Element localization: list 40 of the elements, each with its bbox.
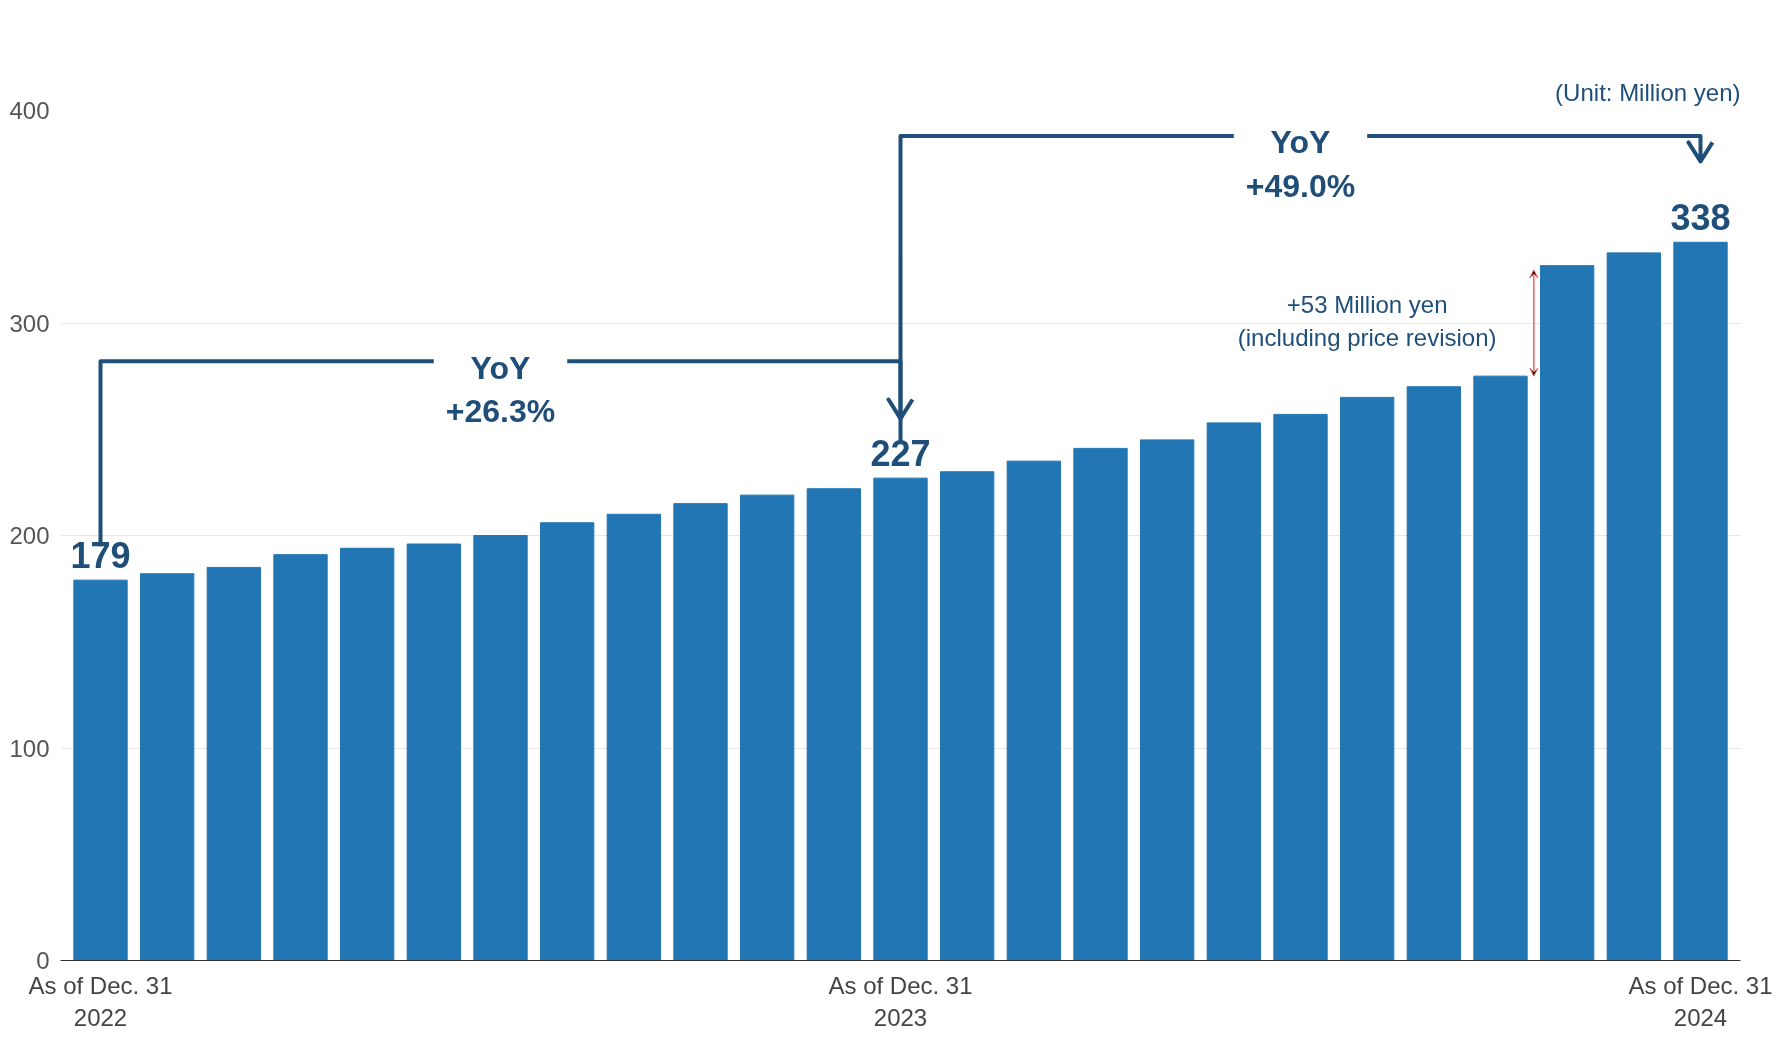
bar	[1340, 396, 1395, 961]
bar	[1406, 386, 1461, 961]
bar	[606, 513, 661, 961]
bar	[1206, 422, 1261, 961]
x-tick-label: As of Dec. 31 2023	[828, 971, 973, 1031]
text: (Unit: Million yen)	[1555, 78, 1741, 106]
bar	[1540, 265, 1595, 961]
x-tick-label: As of Dec. 31 2024	[1628, 971, 1773, 1031]
data-label: 179	[70, 535, 131, 577]
annotation: +53 Million yen (including price revision)	[1237, 291, 1497, 351]
bar	[1073, 447, 1128, 961]
bar	[940, 471, 995, 961]
y-tick-label: 0	[36, 947, 50, 974]
bar	[73, 579, 128, 961]
bar	[1673, 241, 1728, 961]
bar	[140, 573, 195, 961]
bar	[340, 547, 395, 961]
bar	[273, 554, 328, 961]
bar	[540, 522, 595, 961]
bar	[1273, 413, 1328, 961]
data-label: 338	[1670, 197, 1731, 239]
bar	[406, 543, 461, 961]
annotation: YoY +26.3%	[445, 349, 556, 429]
x-tick-label: As of Dec. 31 2022	[28, 971, 173, 1031]
bar	[1006, 460, 1061, 961]
y-tick-label: 400	[9, 97, 50, 124]
y-tick-label: 100	[9, 734, 50, 762]
annotation: YoY +49.0%	[1245, 124, 1356, 204]
bar	[806, 488, 861, 961]
bar	[673, 503, 728, 961]
y-tick-label: 200	[9, 522, 50, 549]
bar	[873, 477, 928, 961]
data-label: 227	[870, 433, 931, 475]
bar	[1140, 439, 1195, 961]
bar	[206, 566, 261, 961]
bar	[473, 535, 528, 961]
bar	[1473, 375, 1528, 961]
bar	[740, 494, 795, 961]
y-tick-label: 300	[9, 309, 50, 337]
bar	[1606, 252, 1661, 961]
